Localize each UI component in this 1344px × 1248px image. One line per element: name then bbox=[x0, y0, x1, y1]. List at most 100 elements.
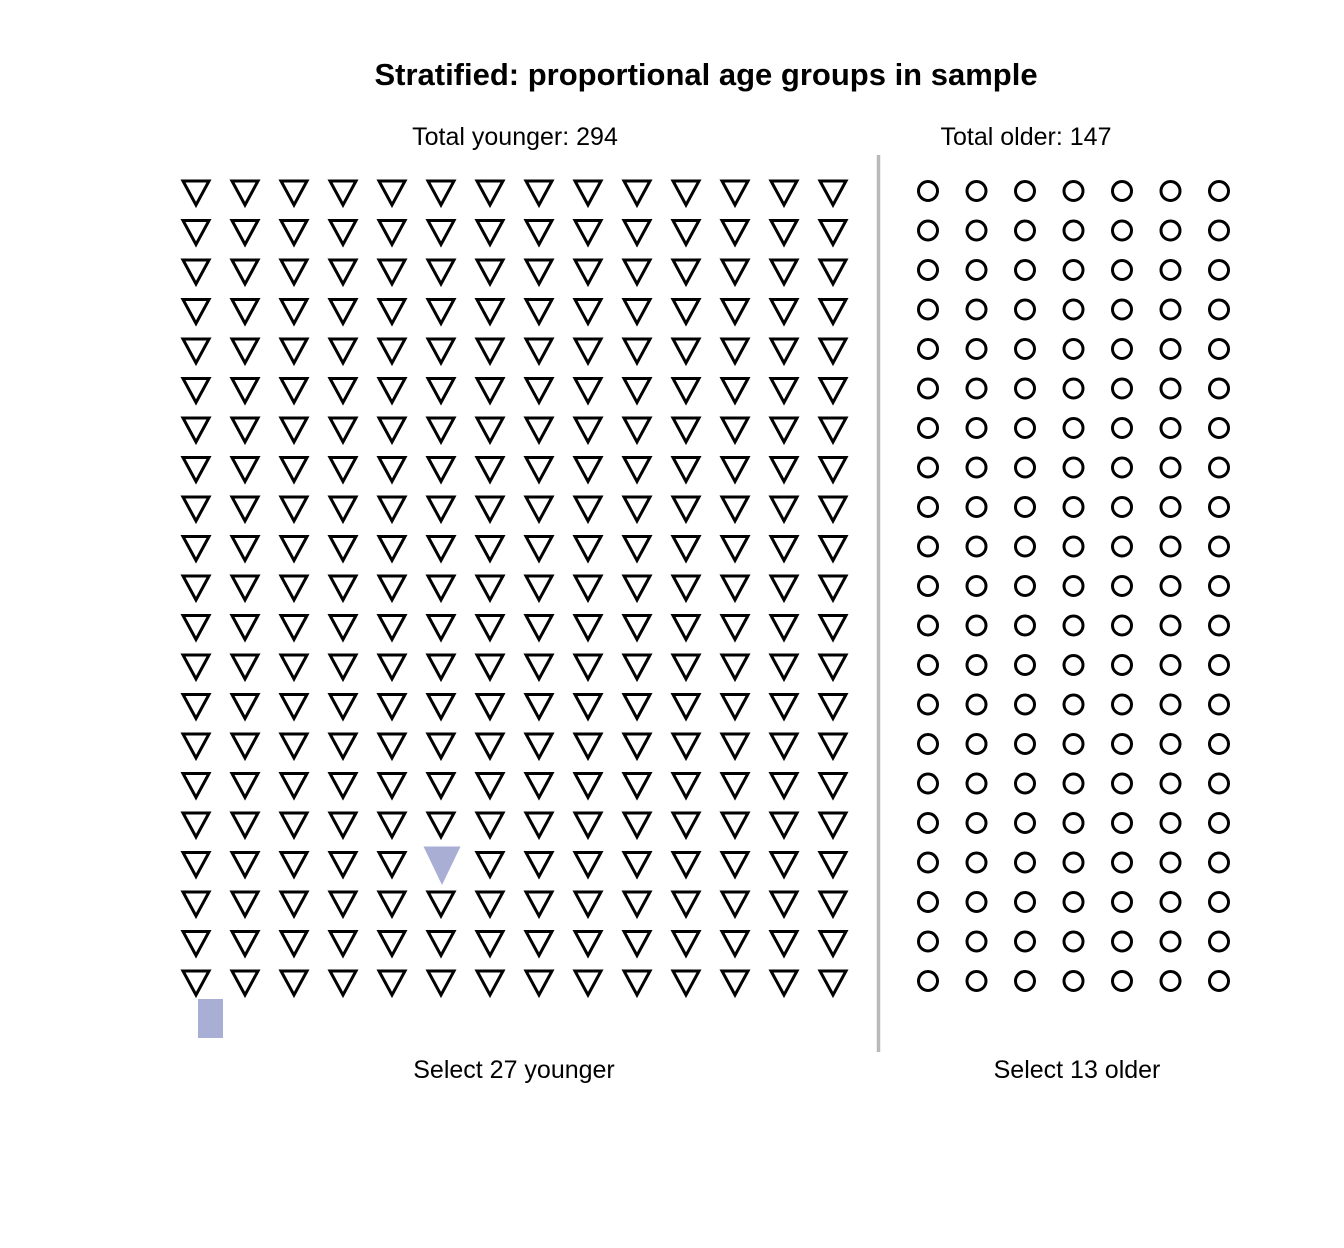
older-marker bbox=[1111, 614, 1133, 637]
younger-marker bbox=[278, 219, 310, 248]
younger-marker bbox=[327, 219, 359, 248]
younger-marker bbox=[327, 258, 359, 288]
older-marker bbox=[1062, 930, 1085, 953]
younger-marker bbox=[327, 574, 359, 604]
older-marker bbox=[1014, 259, 1036, 281]
younger-marker bbox=[327, 298, 359, 327]
younger-marker bbox=[572, 653, 604, 683]
younger-marker bbox=[327, 772, 359, 801]
younger-marker bbox=[523, 732, 555, 762]
younger-marker bbox=[817, 851, 849, 880]
older-marker bbox=[1062, 693, 1085, 716]
younger-marker bbox=[180, 298, 212, 327]
younger-marker bbox=[474, 851, 506, 880]
younger-marker bbox=[719, 693, 751, 722]
older-marker bbox=[1159, 338, 1182, 360]
younger-marker bbox=[229, 495, 261, 525]
younger-marker bbox=[621, 772, 653, 801]
older-marker bbox=[1062, 219, 1085, 242]
younger-marker bbox=[621, 693, 653, 722]
younger-marker bbox=[229, 416, 261, 446]
younger-marker bbox=[523, 693, 555, 722]
younger-marker bbox=[278, 732, 310, 762]
younger-marker bbox=[376, 653, 408, 683]
older-marker-grid bbox=[917, 180, 1230, 992]
younger-marker bbox=[229, 614, 261, 643]
younger-marker bbox=[768, 851, 800, 880]
older-marker bbox=[1111, 377, 1133, 400]
younger-marker bbox=[376, 416, 408, 446]
younger-marker bbox=[768, 456, 800, 485]
younger-marker bbox=[474, 258, 506, 288]
younger-marker bbox=[229, 930, 261, 959]
older-marker bbox=[965, 812, 988, 834]
older-marker bbox=[1062, 891, 1085, 913]
younger-marker bbox=[817, 258, 849, 288]
older-marker bbox=[1159, 812, 1182, 834]
younger-marker bbox=[817, 930, 849, 959]
younger-marker bbox=[572, 535, 604, 564]
younger-marker bbox=[229, 219, 261, 248]
older-marker bbox=[917, 654, 939, 676]
younger-marker bbox=[474, 535, 506, 564]
younger-marker bbox=[621, 732, 653, 762]
younger-marker bbox=[376, 219, 408, 248]
younger-marker bbox=[670, 772, 702, 801]
younger-marker bbox=[278, 495, 310, 525]
older-marker bbox=[1159, 377, 1182, 400]
older-marker bbox=[1014, 772, 1036, 795]
younger-marker bbox=[327, 337, 359, 367]
older-marker bbox=[1014, 180, 1036, 202]
younger-marker bbox=[768, 693, 800, 722]
older-marker bbox=[1062, 298, 1085, 321]
younger-marker bbox=[817, 574, 849, 604]
younger-marker bbox=[719, 416, 751, 446]
younger-marker bbox=[180, 772, 212, 801]
older-marker bbox=[917, 377, 939, 400]
younger-marker bbox=[474, 732, 506, 762]
older-marker bbox=[917, 417, 939, 439]
younger-marker bbox=[768, 930, 800, 959]
older-marker bbox=[1014, 970, 1036, 992]
older-marker bbox=[917, 970, 939, 992]
older-marker bbox=[1111, 496, 1133, 518]
younger-marker bbox=[719, 851, 751, 880]
younger-marker bbox=[425, 337, 457, 367]
older-marker bbox=[1111, 456, 1133, 479]
older-marker bbox=[1062, 535, 1085, 558]
selected-younger-marker bbox=[423, 846, 461, 885]
older-marker bbox=[965, 456, 988, 479]
older-marker bbox=[1208, 851, 1230, 874]
younger-marker bbox=[719, 377, 751, 406]
younger-marker bbox=[376, 693, 408, 722]
older-marker bbox=[1208, 456, 1230, 479]
older-marker bbox=[917, 456, 939, 479]
younger-marker bbox=[425, 535, 457, 564]
younger-marker bbox=[376, 258, 408, 288]
older-marker bbox=[1159, 930, 1182, 953]
younger-marker bbox=[670, 179, 702, 209]
older-marker bbox=[1062, 772, 1085, 795]
younger-marker bbox=[278, 969, 310, 999]
younger-marker bbox=[229, 535, 261, 564]
older-marker bbox=[1208, 614, 1230, 637]
younger-marker bbox=[817, 377, 849, 406]
younger-marker bbox=[376, 811, 408, 841]
younger-marker bbox=[670, 416, 702, 446]
younger-marker bbox=[670, 890, 702, 920]
younger-marker bbox=[621, 614, 653, 643]
younger-marker bbox=[376, 851, 408, 880]
younger-marker bbox=[670, 258, 702, 288]
older-marker bbox=[1208, 535, 1230, 558]
younger-marker bbox=[768, 179, 800, 209]
younger-marker bbox=[327, 851, 359, 880]
younger-marker bbox=[621, 495, 653, 525]
older-marker bbox=[1208, 970, 1230, 992]
younger-marker bbox=[817, 337, 849, 367]
younger-marker bbox=[425, 495, 457, 525]
older-marker bbox=[1111, 219, 1133, 242]
younger-marker bbox=[572, 574, 604, 604]
younger-marker bbox=[768, 614, 800, 643]
younger-marker bbox=[719, 179, 751, 209]
